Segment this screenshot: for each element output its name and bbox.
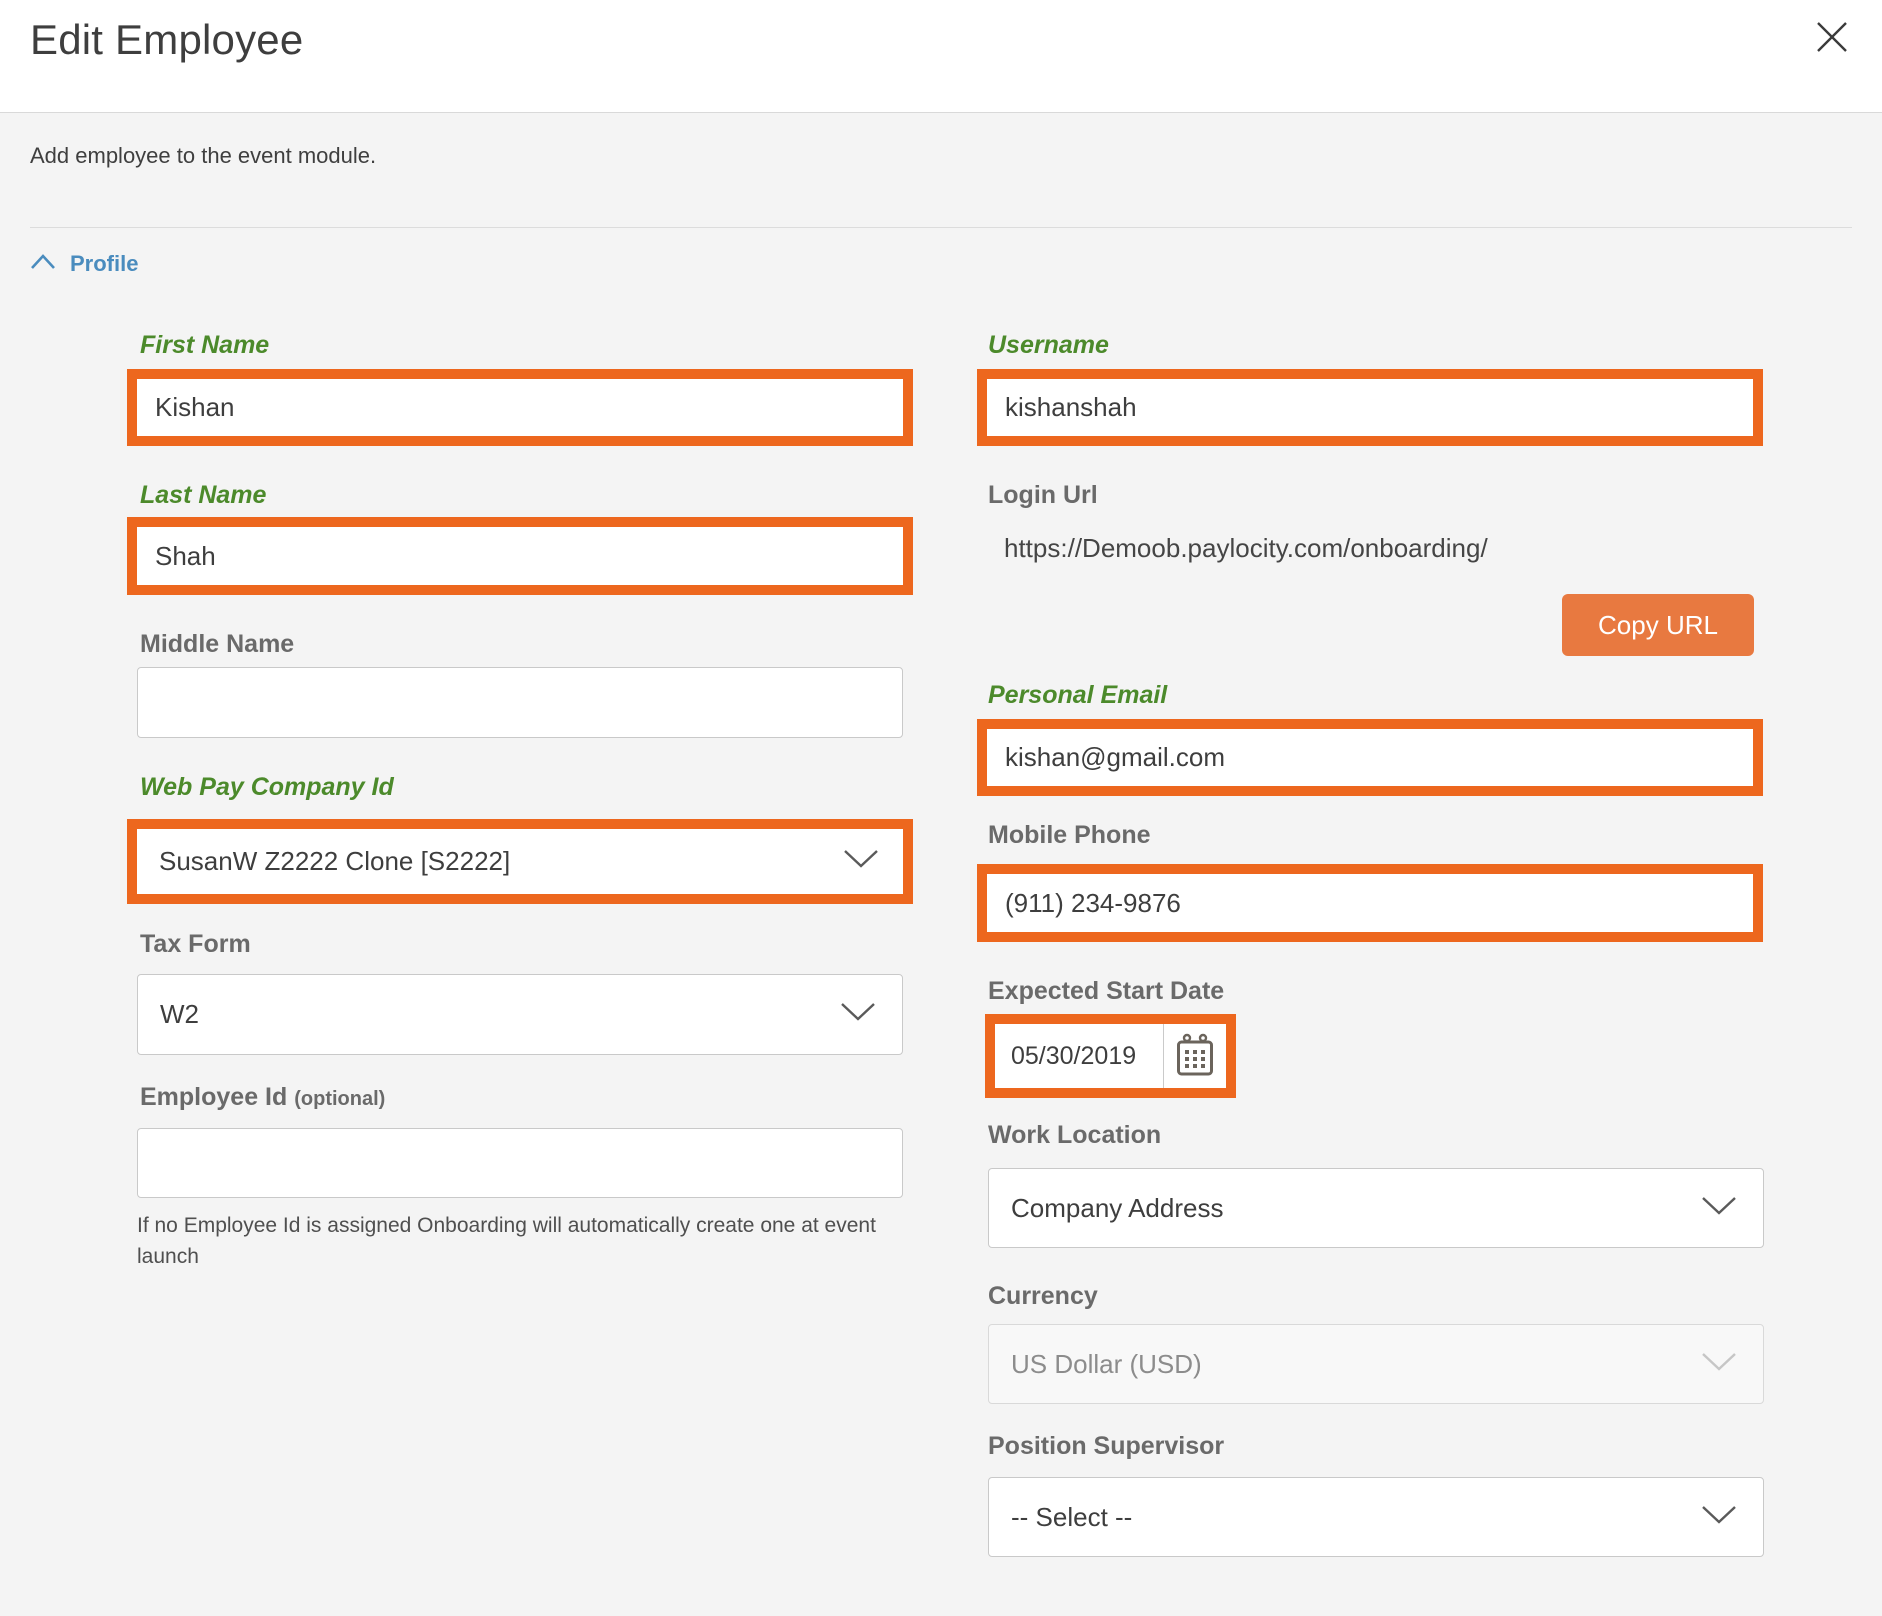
expected-start-date-input[interactable]: 05/30/2019 bbox=[1011, 1041, 1137, 1070]
close-button[interactable] bbox=[1812, 18, 1852, 58]
chevron-down-icon bbox=[843, 849, 879, 874]
tax-form-select[interactable]: W2 bbox=[137, 974, 903, 1055]
username-label: Username bbox=[988, 331, 1109, 359]
calendar-button[interactable] bbox=[1164, 1024, 1226, 1088]
position-supervisor-value: -- Select -- bbox=[1011, 1501, 1133, 1532]
currency-label: Currency bbox=[988, 1282, 1098, 1310]
last-name-field-highlight bbox=[127, 517, 913, 595]
position-supervisor-label: Position Supervisor bbox=[988, 1432, 1225, 1460]
middle-name-label: Middle Name bbox=[140, 630, 295, 658]
personal-email-input[interactable] bbox=[987, 729, 1753, 786]
username-field-highlight bbox=[977, 369, 1763, 446]
copy-url-button[interactable]: Copy URL bbox=[1562, 594, 1754, 656]
middle-name-input[interactable] bbox=[137, 667, 903, 738]
login-url-label: Login Url bbox=[988, 481, 1098, 509]
expected-start-date-field-highlight: 05/30/2019 bbox=[985, 1014, 1236, 1098]
employee-id-label: Employee Id (optional) bbox=[140, 1083, 386, 1111]
employee-id-helper-text: If no Employee Id is assigned Onboarding… bbox=[137, 1214, 876, 1268]
web-pay-company-id-label: Web Pay Company Id bbox=[140, 773, 394, 801]
first-name-label: First Name bbox=[140, 331, 270, 359]
tax-form-value: W2 bbox=[160, 999, 199, 1029]
mobile-phone-field-highlight bbox=[977, 864, 1763, 942]
profile-section-toggle[interactable]: Profile bbox=[30, 249, 138, 279]
login-url-value: https://Demoob.paylocity.com/onboarding/ bbox=[1004, 533, 1488, 563]
currency-value: US Dollar (USD) bbox=[1011, 1348, 1202, 1379]
employee-id-input[interactable] bbox=[137, 1128, 903, 1198]
mobile-phone-input[interactable] bbox=[987, 874, 1753, 932]
currency-select: US Dollar (USD) bbox=[988, 1324, 1764, 1404]
personal-email-label: Personal Email bbox=[988, 681, 1168, 709]
page-title: Edit Employee bbox=[30, 16, 304, 63]
work-location-select[interactable]: Company Address bbox=[988, 1168, 1764, 1248]
date-field-divider bbox=[1163, 1024, 1164, 1088]
last-name-input[interactable] bbox=[137, 527, 903, 585]
first-name-field-highlight bbox=[127, 369, 913, 446]
employee-id-optional-note: (optional) bbox=[294, 1088, 386, 1110]
username-input[interactable] bbox=[987, 379, 1753, 436]
calendar-icon bbox=[1175, 1033, 1215, 1080]
profile-section-label: Profile bbox=[70, 251, 139, 276]
expected-start-date-label: Expected Start Date bbox=[988, 977, 1225, 1005]
chevron-down-icon bbox=[1701, 1505, 1737, 1530]
work-location-label: Work Location bbox=[988, 1121, 1162, 1149]
work-location-value: Company Address bbox=[1011, 1192, 1224, 1223]
position-supervisor-select[interactable]: -- Select -- bbox=[988, 1477, 1764, 1557]
mobile-phone-label: Mobile Phone bbox=[988, 821, 1151, 849]
personal-email-field-highlight bbox=[977, 719, 1763, 796]
chevron-down-icon bbox=[840, 1002, 876, 1027]
close-icon bbox=[1814, 21, 1850, 58]
chevron-up-icon bbox=[30, 253, 56, 275]
web-pay-company-id-select[interactable]: SusanW Z2222 Clone [S2222] bbox=[137, 829, 903, 894]
divider bbox=[30, 227, 1852, 228]
tax-form-label: Tax Form bbox=[140, 930, 251, 958]
web-pay-company-id-field-highlight: SusanW Z2222 Clone [S2222] bbox=[127, 819, 913, 904]
intro-text: Add employee to the event module. bbox=[30, 143, 377, 168]
first-name-input[interactable] bbox=[137, 379, 903, 436]
dialog-header: Edit Employee bbox=[0, 0, 1882, 113]
web-pay-company-id-value: SusanW Z2222 Clone [S2222] bbox=[159, 846, 511, 876]
chevron-down-icon bbox=[1701, 1352, 1737, 1377]
chevron-down-icon bbox=[1701, 1196, 1737, 1221]
last-name-label: Last Name bbox=[140, 481, 267, 509]
